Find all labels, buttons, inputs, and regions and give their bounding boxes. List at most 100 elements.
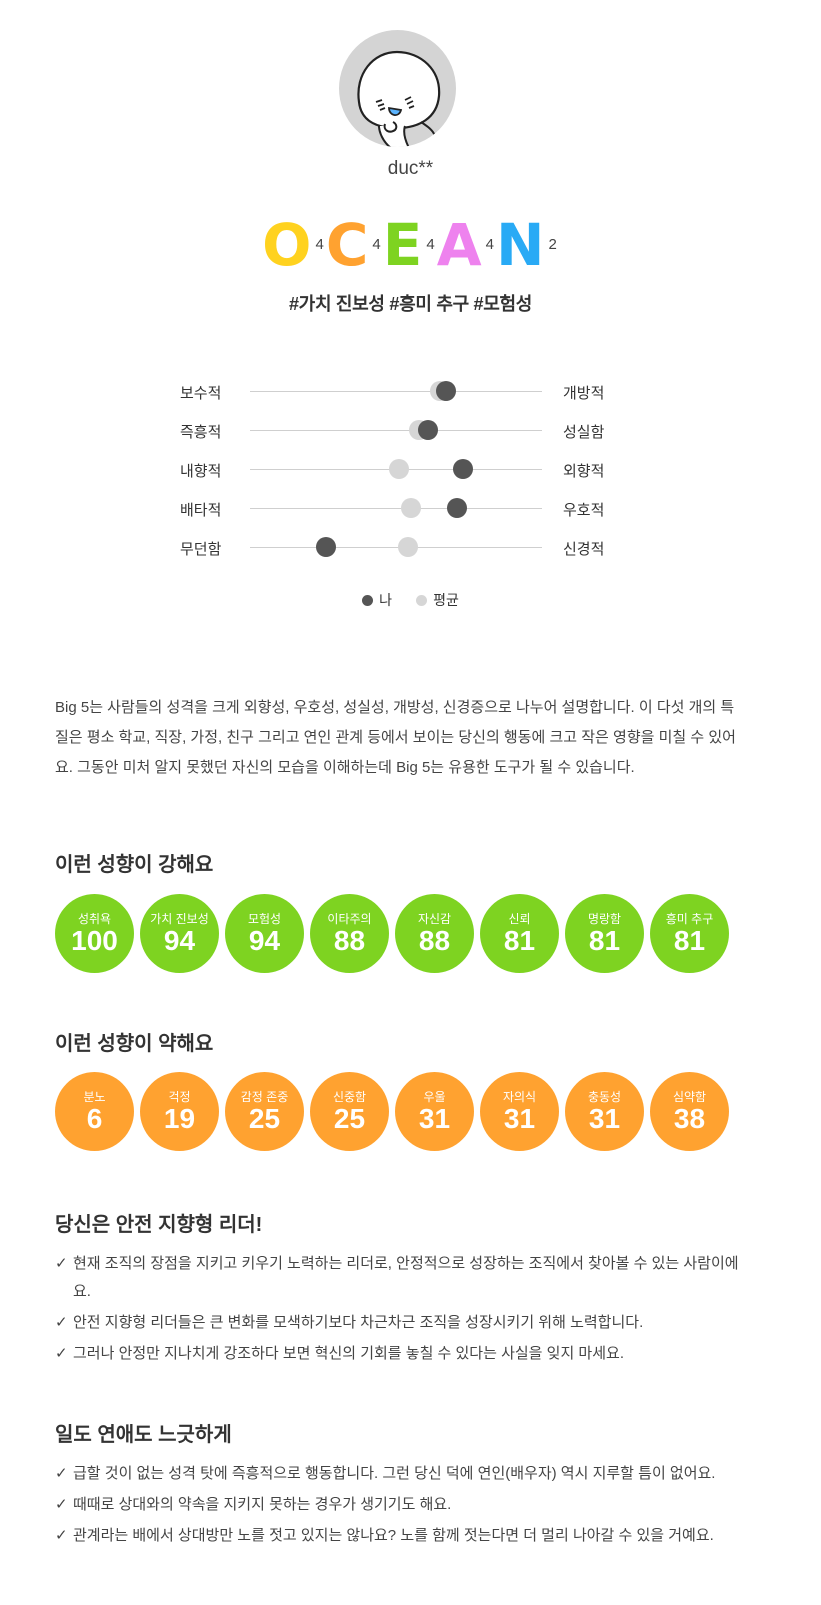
love-bullet-list: ✓ 급할 것이 없는 성격 탓에 즉흥적으로 행동합니다. 그런 당신 덕에 연인… <box>55 1460 745 1553</box>
bullet-item: ✓ 때때로 상대와의 약속을 지키지 못하는 경우가 생기기도 해요. <box>55 1491 745 1519</box>
check-icon: ✓ <box>55 1255 68 1272</box>
trait-name: 흥미 추구 <box>665 911 714 926</box>
strong-trait-badge: 모험성 94 <box>225 894 304 973</box>
weak-traits-title: 이런 성향이 약해요 <box>55 1033 214 1055</box>
trait-track <box>250 381 542 401</box>
ocean-letter: O <box>262 211 312 279</box>
average-marker <box>400 498 421 518</box>
trait-left-label: 무던함 <box>180 541 222 558</box>
trait-track <box>250 459 542 479</box>
trait-slider-chart: 보수적 개방적 즉흥적 성실함 내향적 외향적 배타적 우호적 무던함 신경적 <box>180 372 620 567</box>
ocean-letter: C <box>325 211 369 279</box>
my-score-marker <box>315 537 336 557</box>
trait-name: 심약함 <box>672 1089 707 1104</box>
my-score-marker <box>453 459 474 479</box>
bullet-item: ✓ 안전 지향형 리더들은 큰 변화를 모색하기보다 차근차근 조직을 성장시키기… <box>55 1309 745 1337</box>
weak-trait-badge: 충동성 31 <box>565 1072 644 1151</box>
strong-trait-badge: 이타주의 88 <box>310 894 389 973</box>
check-icon: ✓ <box>55 1314 68 1331</box>
trait-score: 6 <box>86 1102 103 1134</box>
weak-trait-badge: 감정 존중 25 <box>225 1072 304 1151</box>
legend-me-label: 나 <box>379 592 393 608</box>
trait-name: 가치 진보성 <box>150 911 209 926</box>
trait-name: 명랑함 <box>587 911 622 926</box>
trait-left-label: 보수적 <box>180 385 222 402</box>
trait-right-label: 성실함 <box>563 424 605 441</box>
trait-left-label: 배타적 <box>180 502 222 519</box>
trait-score: 94 <box>163 924 196 956</box>
trait-name: 분노 <box>83 1089 106 1104</box>
trait-score: 81 <box>673 924 706 956</box>
trait-name: 이타주의 <box>327 911 372 926</box>
ocean-score: 4 <box>372 235 381 253</box>
strong-trait-badge: 자신감 88 <box>395 894 474 973</box>
ocean-score: 4 <box>485 235 494 253</box>
trait-name: 신뢰 <box>508 911 531 926</box>
my-score-marker <box>418 420 439 440</box>
legend-average-dot <box>416 594 428 606</box>
trait-right-label: 개방적 <box>563 385 605 402</box>
bullet-item: ✓ 그러나 안정만 지나치게 강조하다 보면 혁신의 기회를 놓칠 수 있다는 사… <box>55 1340 745 1368</box>
trait-name: 신중함 <box>332 1089 367 1104</box>
trait-right-label: 외향적 <box>563 463 605 480</box>
trait-name: 충동성 <box>587 1089 622 1104</box>
trait-name: 우울 <box>423 1089 446 1104</box>
bullet-text: 그러나 안정만 지나치게 강조하다 보면 혁신의 기회를 놓칠 수 있다는 사실… <box>73 1345 624 1362</box>
average-marker <box>397 537 418 557</box>
trait-score: 25 <box>333 1102 366 1134</box>
check-icon: ✓ <box>55 1527 68 1544</box>
trait-track <box>250 498 542 518</box>
trait-right-label: 신경적 <box>563 541 605 558</box>
username: duc** <box>387 158 434 179</box>
trait-right-label: 우호적 <box>563 502 605 519</box>
my-score-marker <box>435 381 456 401</box>
trait-score: 31 <box>418 1102 451 1134</box>
bullet-text: 급할 것이 없는 성격 탓에 즉흥적으로 행동합니다. 그런 당신 덕에 연인(… <box>73 1465 716 1482</box>
trait-name: 모험성 <box>247 911 282 926</box>
trait-score: 81 <box>503 924 536 956</box>
bullet-text: 안전 지향형 리더들은 큰 변화를 모색하기보다 차근차근 조직을 성장시키기 … <box>73 1314 644 1331</box>
weak-trait-badge: 분노 6 <box>55 1072 134 1151</box>
avatar <box>339 30 456 147</box>
trait-left-label: 즉흥적 <box>180 424 222 441</box>
trait-score: 38 <box>673 1102 706 1134</box>
trait-track <box>250 420 542 440</box>
trait-score: 25 <box>248 1102 281 1134</box>
legend-average: 평균 <box>416 590 459 610</box>
check-icon: ✓ <box>55 1345 68 1362</box>
weak-traits-list: 분노 6 걱정 19 감정 존중 25 신중함 25 우울 31 자의식 31 충동성 31 심약함 38 <box>55 1072 735 1151</box>
ocean-score: 4 <box>315 235 324 253</box>
trait-slider-row: 무던함 신경적 <box>180 528 620 567</box>
ocean-score: 2 <box>548 235 557 253</box>
trait-name: 걱정 <box>168 1089 191 1104</box>
trait-score: 100 <box>71 924 118 956</box>
trait-name: 자의식 <box>502 1089 537 1104</box>
strong-trait-badge: 명랑함 81 <box>565 894 644 973</box>
trait-name: 감정 존중 <box>240 1089 289 1104</box>
bullet-text: 현재 조직의 장점을 지키고 키우기 노력하는 리더로, 안정적으로 성장하는 … <box>73 1255 739 1300</box>
ocean-letter: E <box>382 211 423 279</box>
weak-trait-badge: 심약함 38 <box>650 1072 729 1151</box>
leader-bullet-list: ✓ 현재 조직의 장점을 지키고 키우기 노력하는 리더로, 안정적으로 성장하는… <box>55 1250 745 1371</box>
trait-score: 31 <box>588 1102 621 1134</box>
bullet-item: ✓ 급할 것이 없는 성격 탓에 즉흥적으로 행동합니다. 그런 당신 덕에 연인… <box>55 1460 745 1488</box>
trait-score: 88 <box>333 924 366 956</box>
trait-track <box>250 537 542 557</box>
bullet-item: ✓ 현재 조직의 장점을 지키고 키우기 노력하는 리더로, 안정적으로 성장하는… <box>55 1250 745 1306</box>
weak-trait-badge: 우울 31 <box>395 1072 474 1151</box>
ocean-score: 4 <box>426 235 435 253</box>
cartoon-character-avatar <box>357 50 441 147</box>
big5-description: Big 5는 사람들의 성격을 크게 외향성, 우호성, 성실성, 개방성, 신… <box>55 699 736 776</box>
trait-score: 88 <box>418 924 451 956</box>
trait-score: 81 <box>588 924 621 956</box>
bullet-item: ✓ 관계라는 배에서 상대방만 노를 젓고 있지는 않나요? 노를 함께 젓는다면… <box>55 1522 745 1550</box>
trait-name: 성취욕 <box>77 911 112 926</box>
legend-average-label: 평균 <box>433 592 459 608</box>
check-icon: ✓ <box>55 1465 68 1482</box>
trait-slider-row: 보수적 개방적 <box>180 372 620 411</box>
